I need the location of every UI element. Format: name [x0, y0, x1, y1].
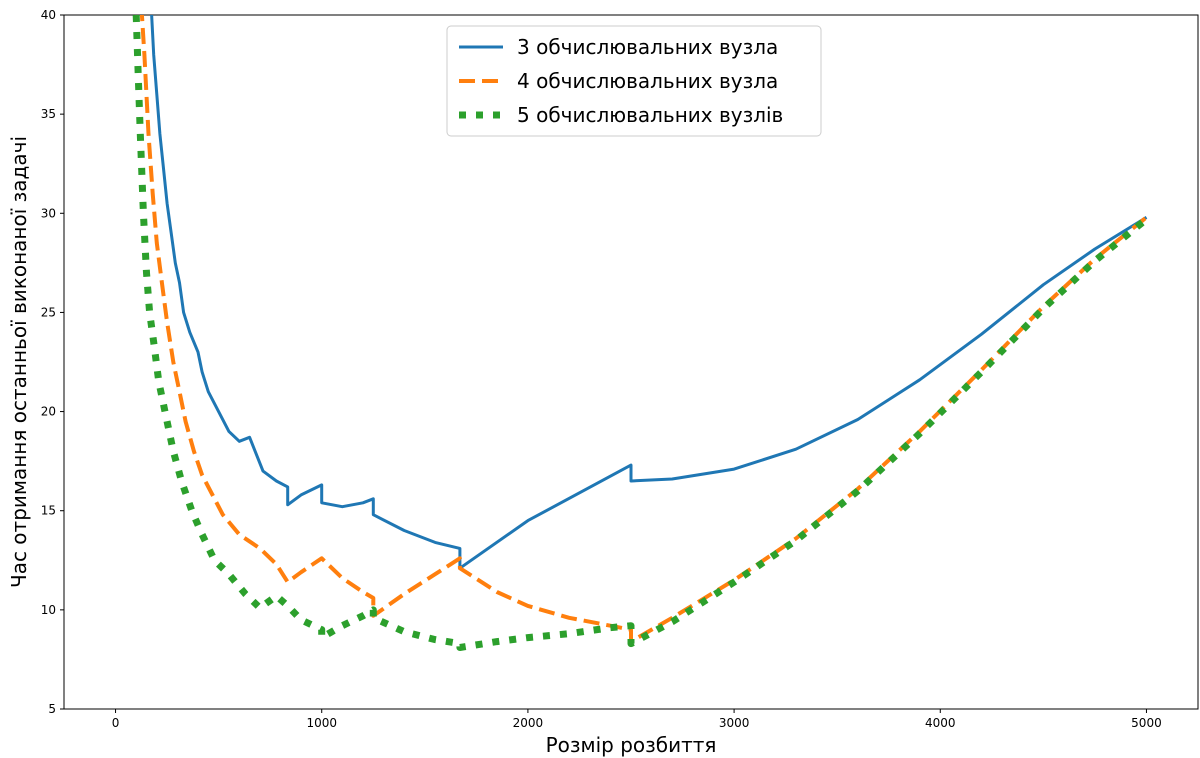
- y-tick-label: 30: [41, 206, 56, 220]
- x-tick-label: 3000: [719, 716, 750, 730]
- legend-label-2: 4 обчислювальних вузла: [517, 69, 778, 93]
- y-tick-label: 40: [41, 8, 56, 22]
- x-axis-label: Розмір розбиття: [546, 733, 717, 757]
- legend-label-3: 5 обчислювальних вузлів: [517, 103, 783, 127]
- y-tick-label: 10: [41, 603, 56, 617]
- series-line-2: [139, 15, 1148, 644]
- x-axis-ticks: 0 1000 2000 3000 4000 5000: [112, 709, 1162, 730]
- series-layer: [132, 15, 1149, 651]
- y-axis-ticks: 5 10 15 20 25 30 35 40: [41, 8, 64, 716]
- series-line-1: [150, 15, 1148, 570]
- series-line-3: [132, 15, 1149, 651]
- x-tick-label: 4000: [925, 716, 956, 730]
- legend: 3 обчислювальних вузла 4 обчислювальних в…: [446, 25, 822, 137]
- y-tick-label: 35: [41, 107, 56, 121]
- legend-box: [446, 25, 822, 137]
- x-tick-label: 0: [112, 716, 120, 730]
- x-tick-label: 5000: [1131, 716, 1162, 730]
- y-tick-label: 5: [48, 702, 56, 716]
- plot-frame: [63, 14, 1199, 710]
- y-tick-label: 25: [41, 305, 56, 319]
- y-tick-label: 15: [41, 504, 56, 518]
- x-tick-label: 2000: [513, 716, 544, 730]
- legend-label-1: 3 обчислювальних вузла: [517, 35, 778, 59]
- y-axis-label: Час отримання останньої виконаної задачі: [7, 136, 31, 588]
- y-tick-label: 20: [41, 405, 56, 419]
- x-tick-label: 1000: [306, 716, 337, 730]
